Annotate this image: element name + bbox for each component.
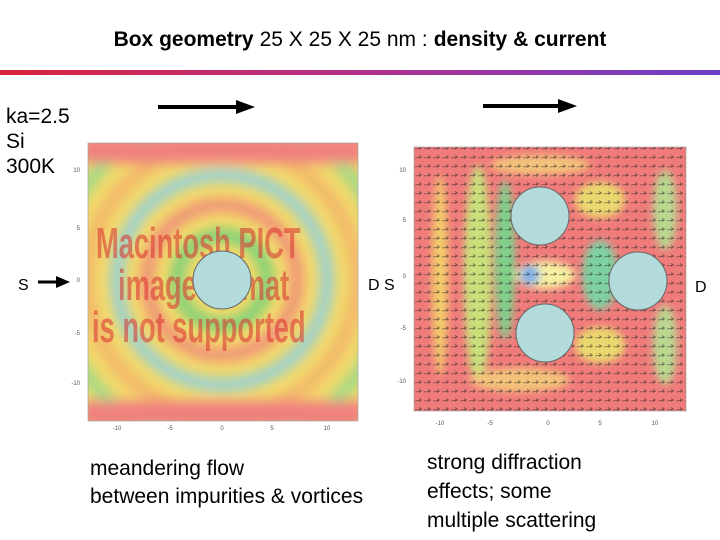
side-label-line: ka=2.5 [6, 105, 70, 128]
caption-line: meandering flow [90, 457, 245, 480]
source-label: S [18, 277, 29, 294]
caption-right: strong diffraction effects; some multipl… [427, 448, 596, 535]
side-label-line: Si [6, 130, 25, 153]
y-tick-label: 10 [399, 168, 406, 174]
side-label: ka=2.5 Si 300K [6, 104, 70, 179]
x-tick-label: -10 [113, 426, 122, 432]
side-label-line: 300K [6, 155, 56, 178]
title-rule [0, 70, 720, 75]
y-tick-label: 0 [403, 274, 407, 280]
x-tick-label: -5 [167, 426, 173, 432]
y-tick-label: 5 [403, 218, 407, 224]
source-label: S [384, 277, 395, 294]
impurity [192, 250, 252, 310]
flow-arrow [158, 100, 255, 114]
y-tick-label: -5 [75, 331, 81, 337]
drain-label: D [368, 277, 380, 294]
x-tick-label: -5 [487, 421, 493, 427]
x-tick-label: -10 [436, 421, 445, 427]
x-tick-label: 5 [598, 421, 602, 427]
caption-left: meandering flow between impurities & vor… [90, 455, 363, 511]
title-bold: Box geometry [113, 28, 254, 51]
title-bold: density & current [433, 28, 607, 51]
caption-line: strong diffraction [427, 451, 582, 474]
x-tick-label: 10 [324, 426, 331, 432]
placeholder-line: Macintosh PICT [96, 218, 301, 267]
x-tick-label: 10 [652, 421, 659, 427]
placeholder-line: is not supported [92, 302, 306, 351]
y-tick-label: -5 [401, 326, 407, 332]
x-tick-label: 0 [546, 421, 550, 427]
y-tick-label: -10 [397, 379, 406, 385]
y-tick-label: -10 [71, 381, 80, 387]
caption-line: between impurities & vortices [90, 485, 364, 508]
x-tick-label: 0 [220, 426, 224, 432]
caption-line: effects; some [427, 480, 552, 503]
impurity [515, 303, 575, 363]
drain-label: D [695, 279, 707, 296]
title-normal: 25 X 25 X 25 nm : [259, 28, 428, 51]
tick-labels: -10 -5 0 5 10 10 5 0 -5 -10 -10 -5 0 5 10 10 5 0 -5 -10 [71, 168, 659, 432]
source-arrow [38, 276, 70, 288]
flow-arrow [483, 99, 577, 113]
caption-line: multiple scattering [427, 509, 597, 532]
y-tick-label: 0 [77, 278, 81, 284]
impurity [510, 186, 570, 246]
y-tick-label: 10 [73, 168, 80, 174]
impurity [608, 251, 668, 311]
title: Box geometry 25 X 25 X 25 nm : density & c… [0, 28, 720, 52]
y-tick-label: 5 [77, 226, 81, 232]
x-tick-label: 5 [270, 426, 274, 432]
